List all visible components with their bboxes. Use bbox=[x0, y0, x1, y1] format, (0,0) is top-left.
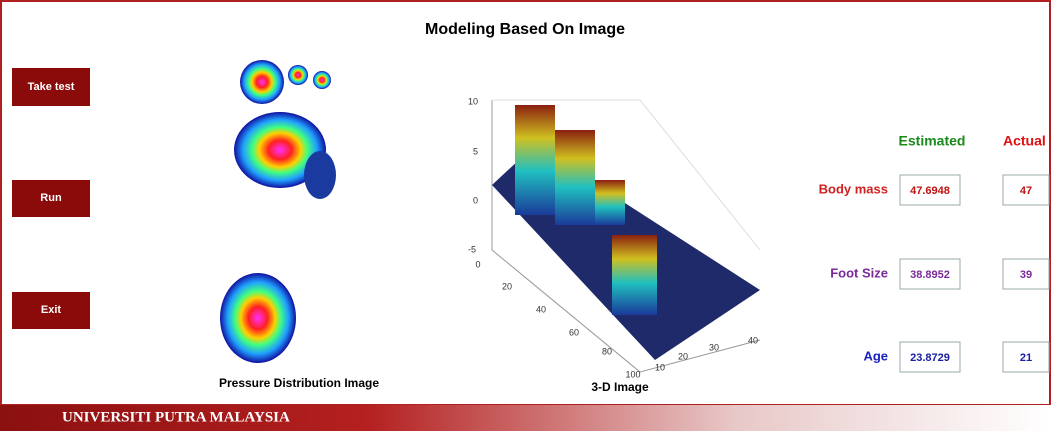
window: Modeling Based On Image Take test Run Ex… bbox=[0, 0, 1051, 431]
y-tick-label: 60 bbox=[569, 327, 579, 337]
y-tick-label: 40 bbox=[536, 304, 546, 314]
university: UNIVERSITI PUTRA MALAYSIA bbox=[62, 409, 290, 425]
z-tick-label: 10 bbox=[468, 96, 478, 106]
x-tick-label: 40 bbox=[748, 335, 758, 345]
x-tick-label: 30 bbox=[709, 342, 719, 352]
row-label: Age bbox=[863, 348, 888, 363]
caption: 3-D Image bbox=[591, 380, 649, 394]
button-label[interactable]: Take test bbox=[28, 81, 75, 93]
y-tick-label: 0 bbox=[475, 259, 480, 269]
estimated-value: 47.6948 bbox=[910, 185, 950, 197]
header: Actual bbox=[1003, 133, 1046, 149]
z-tick-label: 0 bbox=[473, 195, 478, 205]
title: Modeling Based On Image bbox=[425, 21, 625, 38]
estimated-value: 38.8952 bbox=[910, 269, 950, 281]
y-tick-label: 20 bbox=[502, 281, 512, 291]
z-tick-label: -5 bbox=[468, 244, 476, 254]
caption: Pressure Distribution Image bbox=[219, 376, 379, 390]
row-label: Body mass bbox=[819, 181, 888, 196]
z-tick-label: 5 bbox=[473, 146, 478, 156]
actual-value: 47 bbox=[1020, 185, 1032, 197]
x-tick-label: 20 bbox=[678, 351, 688, 361]
y-tick-label: 80 bbox=[602, 346, 612, 356]
x-tick-label: 10 bbox=[655, 362, 665, 372]
button-label[interactable]: Run bbox=[40, 192, 62, 204]
estimated-value: 23.8729 bbox=[910, 352, 950, 364]
row-label: Foot Size bbox=[830, 265, 888, 280]
actual-value: 21 bbox=[1020, 352, 1032, 364]
button-label[interactable]: Exit bbox=[41, 304, 62, 316]
actual-value: 39 bbox=[1020, 269, 1032, 281]
y-tick-label: 100 bbox=[625, 369, 640, 379]
header: Estimated bbox=[899, 133, 966, 149]
page: {"title": "Modeling Based On Image", "bu… bbox=[0, 0, 1051, 431]
